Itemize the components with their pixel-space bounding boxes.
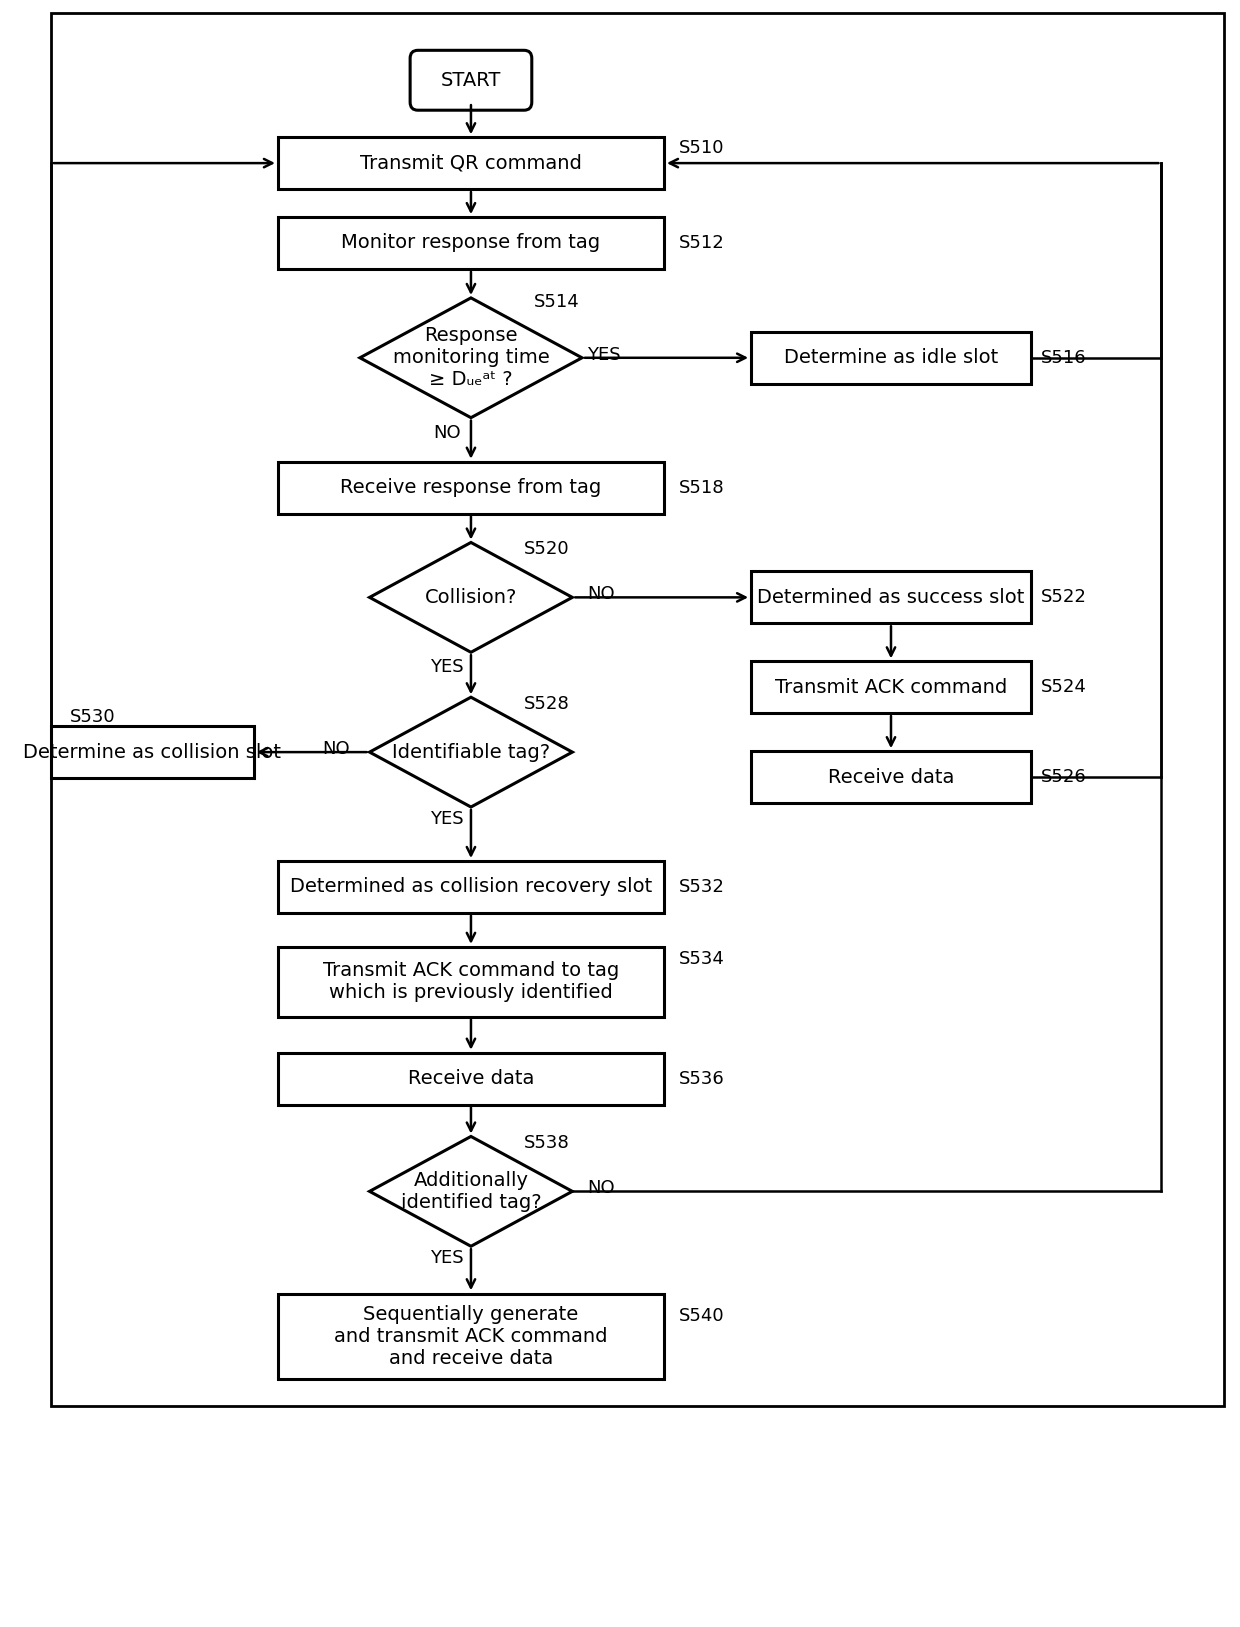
Text: S528: S528 [525, 695, 570, 713]
FancyBboxPatch shape [751, 571, 1030, 623]
Text: S536: S536 [678, 1069, 724, 1087]
Text: YES: YES [430, 810, 464, 828]
Text: S518: S518 [678, 478, 724, 496]
Text: START: START [440, 70, 501, 89]
Text: S526: S526 [1040, 768, 1086, 786]
Text: NO: NO [587, 1180, 615, 1197]
FancyBboxPatch shape [278, 1053, 665, 1105]
Text: Additionally
identified tag?: Additionally identified tag? [401, 1171, 542, 1212]
Polygon shape [370, 1136, 573, 1246]
Polygon shape [370, 542, 573, 652]
Text: S520: S520 [525, 540, 569, 558]
Text: YES: YES [430, 1250, 464, 1267]
Text: Sequentially generate
and transmit ACK command
and receive data: Sequentially generate and transmit ACK c… [335, 1305, 608, 1368]
Text: S512: S512 [678, 234, 724, 252]
Text: Receive data: Receive data [828, 768, 955, 786]
Text: S540: S540 [678, 1306, 724, 1324]
FancyBboxPatch shape [51, 726, 254, 778]
FancyBboxPatch shape [751, 752, 1030, 804]
Text: Receive response from tag: Receive response from tag [340, 478, 601, 498]
Text: S524: S524 [1040, 678, 1086, 696]
FancyBboxPatch shape [278, 216, 665, 268]
FancyBboxPatch shape [751, 661, 1030, 713]
Text: Monitor response from tag: Monitor response from tag [341, 234, 600, 252]
Text: S534: S534 [678, 950, 724, 968]
Text: S510: S510 [678, 140, 724, 158]
Text: NO: NO [433, 423, 460, 441]
Text: Determined as collision recovery slot: Determined as collision recovery slot [290, 877, 652, 896]
FancyBboxPatch shape [278, 947, 665, 1017]
Text: Determine as collision slot: Determine as collision slot [24, 742, 281, 761]
FancyBboxPatch shape [278, 1293, 665, 1378]
Polygon shape [360, 298, 582, 418]
Text: NO: NO [322, 740, 350, 758]
Text: Response
monitoring time
≥ Dᵤₑᵃᵗ ?: Response monitoring time ≥ Dᵤₑᵃᵗ ? [393, 327, 549, 389]
Text: Transmit ACK command: Transmit ACK command [775, 678, 1007, 696]
Text: NO: NO [587, 586, 615, 604]
Text: Receive data: Receive data [408, 1069, 534, 1088]
FancyBboxPatch shape [278, 462, 665, 514]
Text: Collision?: Collision? [425, 587, 517, 607]
FancyBboxPatch shape [751, 332, 1030, 384]
Text: S516: S516 [1040, 348, 1086, 366]
Text: YES: YES [587, 347, 620, 364]
Text: Identifiable tag?: Identifiable tag? [392, 742, 551, 761]
Text: Transmit QR command: Transmit QR command [360, 153, 582, 172]
FancyBboxPatch shape [410, 50, 532, 111]
FancyBboxPatch shape [278, 137, 665, 189]
Text: S538: S538 [525, 1134, 570, 1152]
FancyBboxPatch shape [278, 861, 665, 913]
Text: Determined as success slot: Determined as success slot [758, 587, 1024, 607]
Text: S532: S532 [678, 879, 724, 896]
Text: S522: S522 [1040, 589, 1086, 607]
Text: S514: S514 [533, 293, 579, 311]
Text: Determine as idle slot: Determine as idle slot [784, 348, 998, 368]
Polygon shape [370, 698, 573, 807]
Text: Transmit ACK command to tag
which is previously identified: Transmit ACK command to tag which is pre… [322, 962, 619, 1002]
Text: S530: S530 [71, 708, 115, 726]
Text: YES: YES [430, 659, 464, 677]
